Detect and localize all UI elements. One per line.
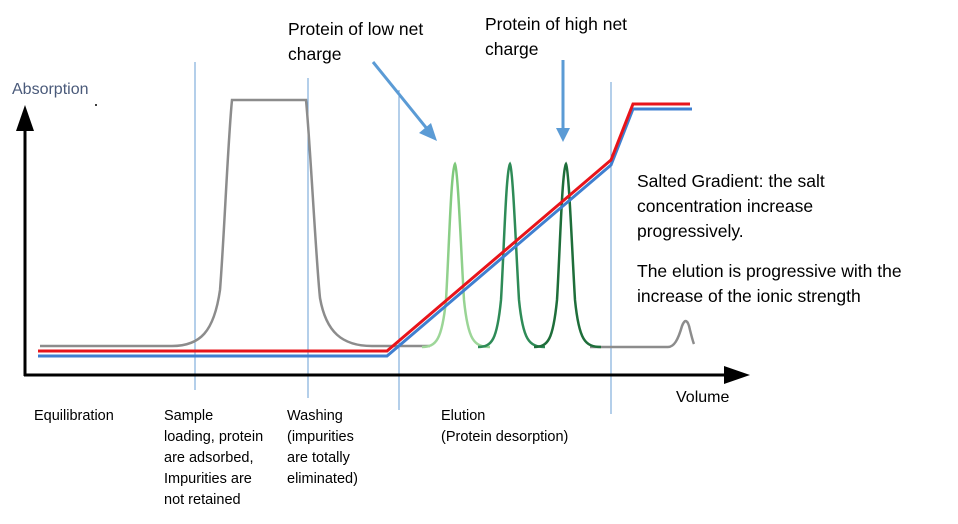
annotation-low-charge: Protein of low net charge <box>288 19 424 64</box>
x-axis-arrowhead <box>724 366 750 384</box>
x-axis-label: Volume <box>676 389 730 406</box>
arrow-high-charge-head <box>556 128 570 142</box>
y-axis-arrowhead <box>16 105 34 131</box>
annotation-elution: The elution is progressive with the incr… <box>637 261 902 306</box>
peak-low-charge <box>421 161 491 349</box>
y-axis-label: Absorption <box>12 81 89 98</box>
annotation-gradient: Salted Gradient: the salt concentration … <box>637 171 825 241</box>
peak-medium-charge <box>477 161 546 349</box>
arrow-low-charge-shaft <box>371 61 430 131</box>
phase-label-washing: Washing (impurities are totally eliminat… <box>287 408 358 487</box>
peak-high-charge <box>533 161 602 349</box>
annotation-high-charge: Protein of high net charge <box>485 14 628 59</box>
phase-label-loading: Sample loading, protein are adsorbed, Im… <box>164 408 264 508</box>
arrow-low-charge-head <box>419 123 437 141</box>
phase-label-equilibration: Equilibration <box>34 408 114 424</box>
phase-label-elution: Elution (Protein desorption) <box>441 408 569 445</box>
stray-dot <box>95 104 97 106</box>
sample-absorbance-trace <box>40 98 430 348</box>
salt-gradient-line-red <box>38 102 690 353</box>
salt-gradient-line-blue <box>38 107 692 358</box>
trailing-baseline <box>590 319 696 349</box>
